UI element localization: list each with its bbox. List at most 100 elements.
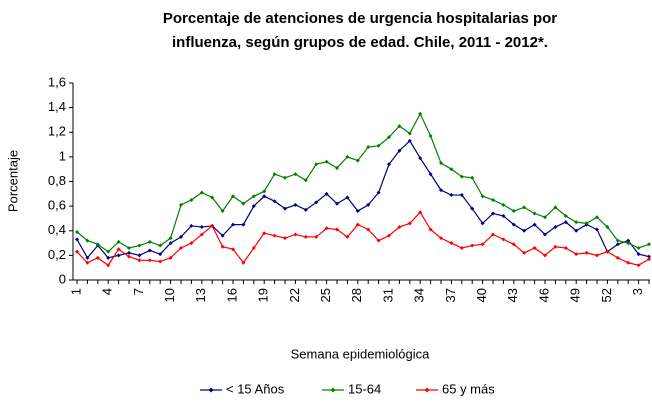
- point: [127, 245, 131, 250]
- x-tick-label: 7: [131, 288, 146, 295]
- x-tick-label: 43: [505, 288, 520, 302]
- point: [595, 253, 599, 258]
- point: [158, 243, 163, 248]
- point: [324, 226, 329, 231]
- x-tick-label: 3: [630, 288, 645, 295]
- point: [407, 131, 412, 136]
- point: [543, 253, 547, 258]
- point: [532, 222, 537, 227]
- point: [605, 249, 610, 254]
- y-tick-label: 0,2: [48, 247, 66, 262]
- x-tick-label: 10: [162, 288, 177, 302]
- point: [262, 194, 267, 199]
- point: [293, 202, 298, 207]
- y-tick-label: 0,8: [48, 173, 66, 188]
- point: [511, 242, 516, 247]
- point: [563, 220, 568, 225]
- point: [511, 209, 516, 214]
- point: [574, 252, 579, 257]
- series-line: [76, 112, 650, 253]
- point: [251, 194, 256, 199]
- point: [137, 253, 142, 258]
- x-tick-label: 25: [318, 288, 333, 302]
- point: [522, 205, 527, 210]
- legend-label: < 15 Años: [226, 381, 285, 396]
- point: [491, 211, 495, 216]
- point: [85, 255, 90, 260]
- chart-title: influenza, según grupos de edad. Chile, …: [172, 34, 548, 51]
- y-tick-label: 1,4: [48, 99, 66, 114]
- point: [251, 204, 256, 209]
- x-tick-label: 22: [287, 288, 302, 302]
- point: [387, 233, 391, 238]
- point: [283, 236, 287, 241]
- x-tick-label: 4: [100, 288, 115, 295]
- point: [501, 202, 506, 207]
- point: [407, 221, 412, 226]
- x-tick-label: 19: [256, 288, 271, 302]
- point: [95, 242, 100, 247]
- point: [480, 221, 485, 226]
- point: [231, 194, 235, 199]
- point: [303, 178, 308, 183]
- point: [220, 244, 225, 249]
- point: [636, 252, 641, 257]
- point: [470, 206, 475, 211]
- point: [615, 238, 620, 243]
- point: [168, 241, 173, 246]
- point: [418, 156, 423, 161]
- point: [636, 263, 641, 268]
- point: [376, 143, 381, 148]
- point: [314, 162, 319, 167]
- point: [428, 133, 433, 138]
- point: [335, 165, 339, 170]
- point: [272, 172, 277, 177]
- point: [210, 223, 215, 228]
- point: [563, 213, 568, 218]
- point: [470, 175, 475, 180]
- legend-label: 65 y más: [442, 381, 495, 396]
- point: [355, 158, 360, 163]
- point: [231, 222, 235, 227]
- point: [584, 221, 589, 226]
- point: [283, 175, 287, 180]
- point: [189, 223, 194, 228]
- point: [522, 250, 527, 255]
- x-tick-label: 34: [412, 288, 427, 302]
- point: [636, 245, 641, 250]
- point: [158, 259, 163, 264]
- point: [418, 210, 423, 215]
- point: [459, 245, 464, 250]
- point: [501, 237, 506, 242]
- x-tick-label: 52: [599, 288, 614, 302]
- point: [231, 247, 235, 252]
- point: [647, 257, 651, 262]
- point: [397, 148, 402, 153]
- point: [345, 234, 350, 239]
- point: [85, 260, 90, 265]
- point: [324, 191, 329, 196]
- point: [283, 206, 287, 211]
- point: [75, 237, 79, 242]
- point: [511, 222, 516, 227]
- chart-title: Porcentaje de atenciones de urgencia hos…: [163, 10, 557, 27]
- point: [532, 245, 537, 250]
- point: [241, 222, 246, 227]
- point: [615, 255, 620, 260]
- point: [449, 193, 454, 198]
- point: [543, 215, 547, 220]
- point: [595, 215, 599, 220]
- point: [116, 253, 121, 258]
- point: [428, 227, 433, 232]
- point: [303, 207, 308, 212]
- x-tick-label: 37: [443, 288, 458, 302]
- y-tick-label: 1: [59, 148, 66, 163]
- point: [366, 227, 371, 232]
- point: [647, 254, 651, 259]
- point: [335, 201, 339, 206]
- point: [168, 236, 173, 241]
- point: [387, 135, 391, 140]
- point: [584, 250, 589, 255]
- point: [345, 154, 350, 159]
